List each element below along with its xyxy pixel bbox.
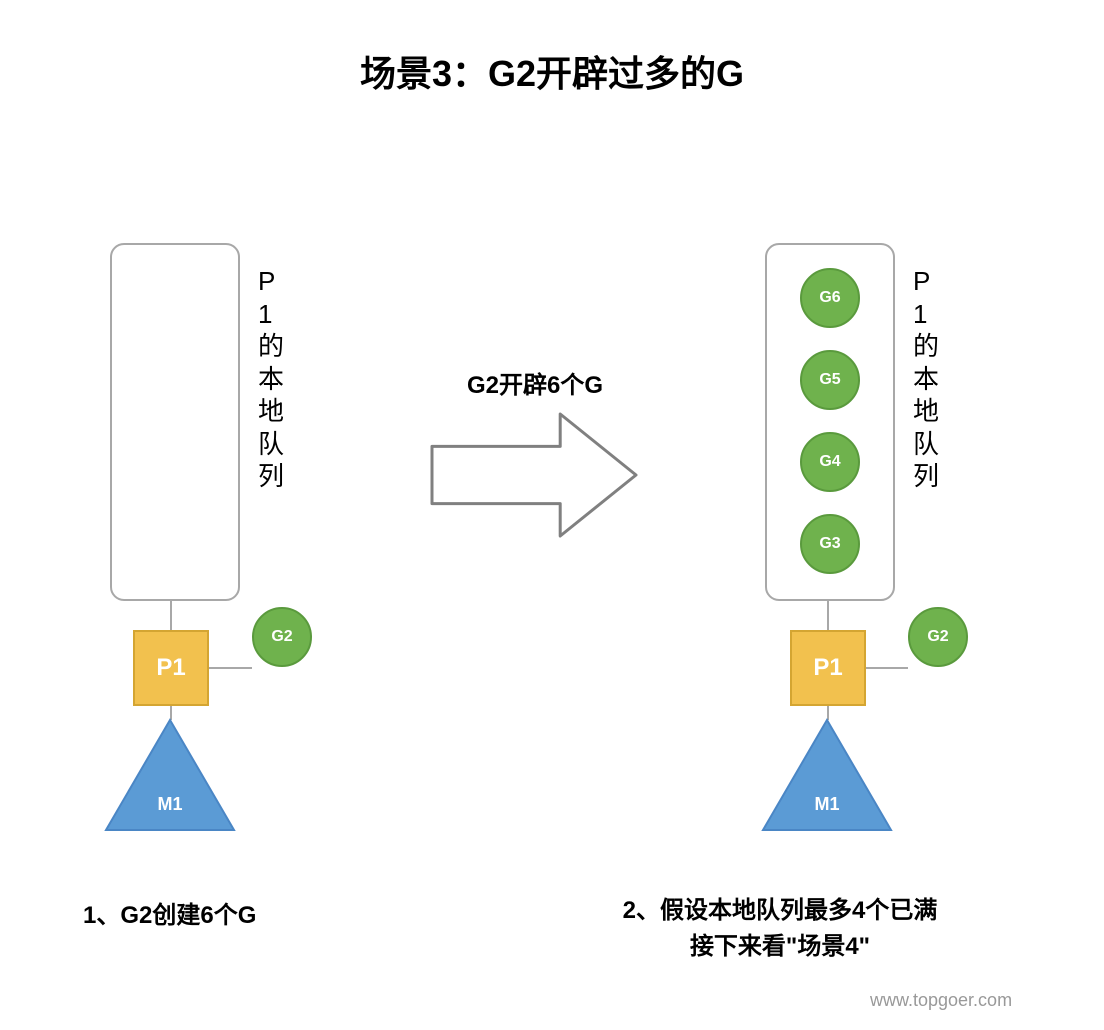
- arrow-label: G2开辟6个G: [430, 365, 640, 400]
- left-m-label: M1: [130, 794, 210, 815]
- right-p-box: P1: [790, 630, 866, 706]
- right-queue-label: P1的本地队列: [913, 265, 939, 493]
- left-g2-circle: G2: [252, 607, 312, 667]
- left-caption: 1、G2创建6个G: [83, 895, 256, 930]
- left-p-g2-connector: [209, 667, 252, 669]
- right-caption: 2、假设本地队列最多4个已满 接下来看"场景4": [570, 893, 990, 965]
- right-g2-label: G2: [927, 628, 948, 646]
- queue-g-circle: G6: [800, 268, 860, 328]
- right-p-queue-connector: [827, 601, 829, 630]
- title-text: 场景3：G2开辟过多的G: [360, 53, 744, 94]
- queue-g-circle: G3: [800, 514, 860, 574]
- queue-g-circle: G4: [800, 432, 860, 492]
- left-p-box: P1: [133, 630, 209, 706]
- queue-g-circle: G5: [800, 350, 860, 410]
- right-p-label: P1: [813, 654, 842, 682]
- left-g2-label: G2: [271, 628, 292, 646]
- right-g2-circle: G2: [908, 607, 968, 667]
- left-p-label: P1: [156, 654, 185, 682]
- right-p-g2-connector: [866, 667, 908, 669]
- left-queue-box: [110, 243, 240, 601]
- right-m-label: M1: [787, 794, 867, 815]
- watermark: www.topgoer.com: [870, 990, 1012, 1011]
- left-p-queue-connector: [170, 601, 172, 630]
- arrow-icon: [430, 410, 640, 540]
- left-queue-label: P1的本地队列: [258, 265, 284, 493]
- diagram-title: 场景3：G2开辟过多的G: [0, 45, 1104, 97]
